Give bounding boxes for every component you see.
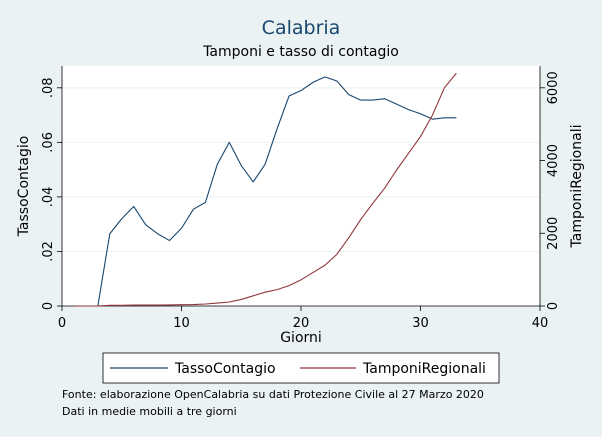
x-tick-label: 20 xyxy=(293,316,310,331)
method-note: Dati in medie mobili a tre giorni xyxy=(62,405,237,418)
y-left-tick-label: .04 xyxy=(41,187,56,208)
y-right-tick-label: 4000 xyxy=(546,144,561,177)
y-axis-right-label: TamponiRegionali xyxy=(569,125,585,249)
y-left-tick-label: .06 xyxy=(41,132,56,153)
legend-label-tassocontagio: TassoContagio xyxy=(174,361,276,377)
ticks: 0 .02 .04 .06 .08 0 2000 4000 6000 0 10 20 30 40 xyxy=(41,71,561,331)
legend: TassoContagio TamponiRegionali xyxy=(102,352,500,384)
x-tick-label: 30 xyxy=(412,316,429,331)
chart-title: Calabria xyxy=(262,17,341,39)
y-right-tick-label: 0 xyxy=(546,302,561,310)
x-tick-label: 0 xyxy=(58,316,66,331)
series-line-tassocontagio xyxy=(73,76,457,307)
x-tick-label: 10 xyxy=(173,316,190,331)
x-tick-label: 40 xyxy=(532,316,549,331)
series-line-tamponiregionali xyxy=(73,72,457,307)
y-right-tick-label: 6000 xyxy=(546,71,561,104)
source-note: Fonte: elaborazione OpenCalabria su dati… xyxy=(62,388,484,401)
y-left-tick-label: .02 xyxy=(41,241,56,262)
chart-subtitle: Tamponi e tasso di contagio xyxy=(202,44,399,60)
legend-label-tamponiregionali: TamponiRegionali xyxy=(362,361,486,377)
y-axis-left-label: TassoContagio xyxy=(16,136,32,238)
y-right-tick-label: 2000 xyxy=(546,217,561,250)
plot-area xyxy=(62,66,540,306)
x-axis-label: Giorni xyxy=(280,330,322,346)
series xyxy=(73,72,457,307)
y-left-tick-label: 0 xyxy=(41,302,56,310)
y-left-tick-label: .08 xyxy=(41,77,56,98)
